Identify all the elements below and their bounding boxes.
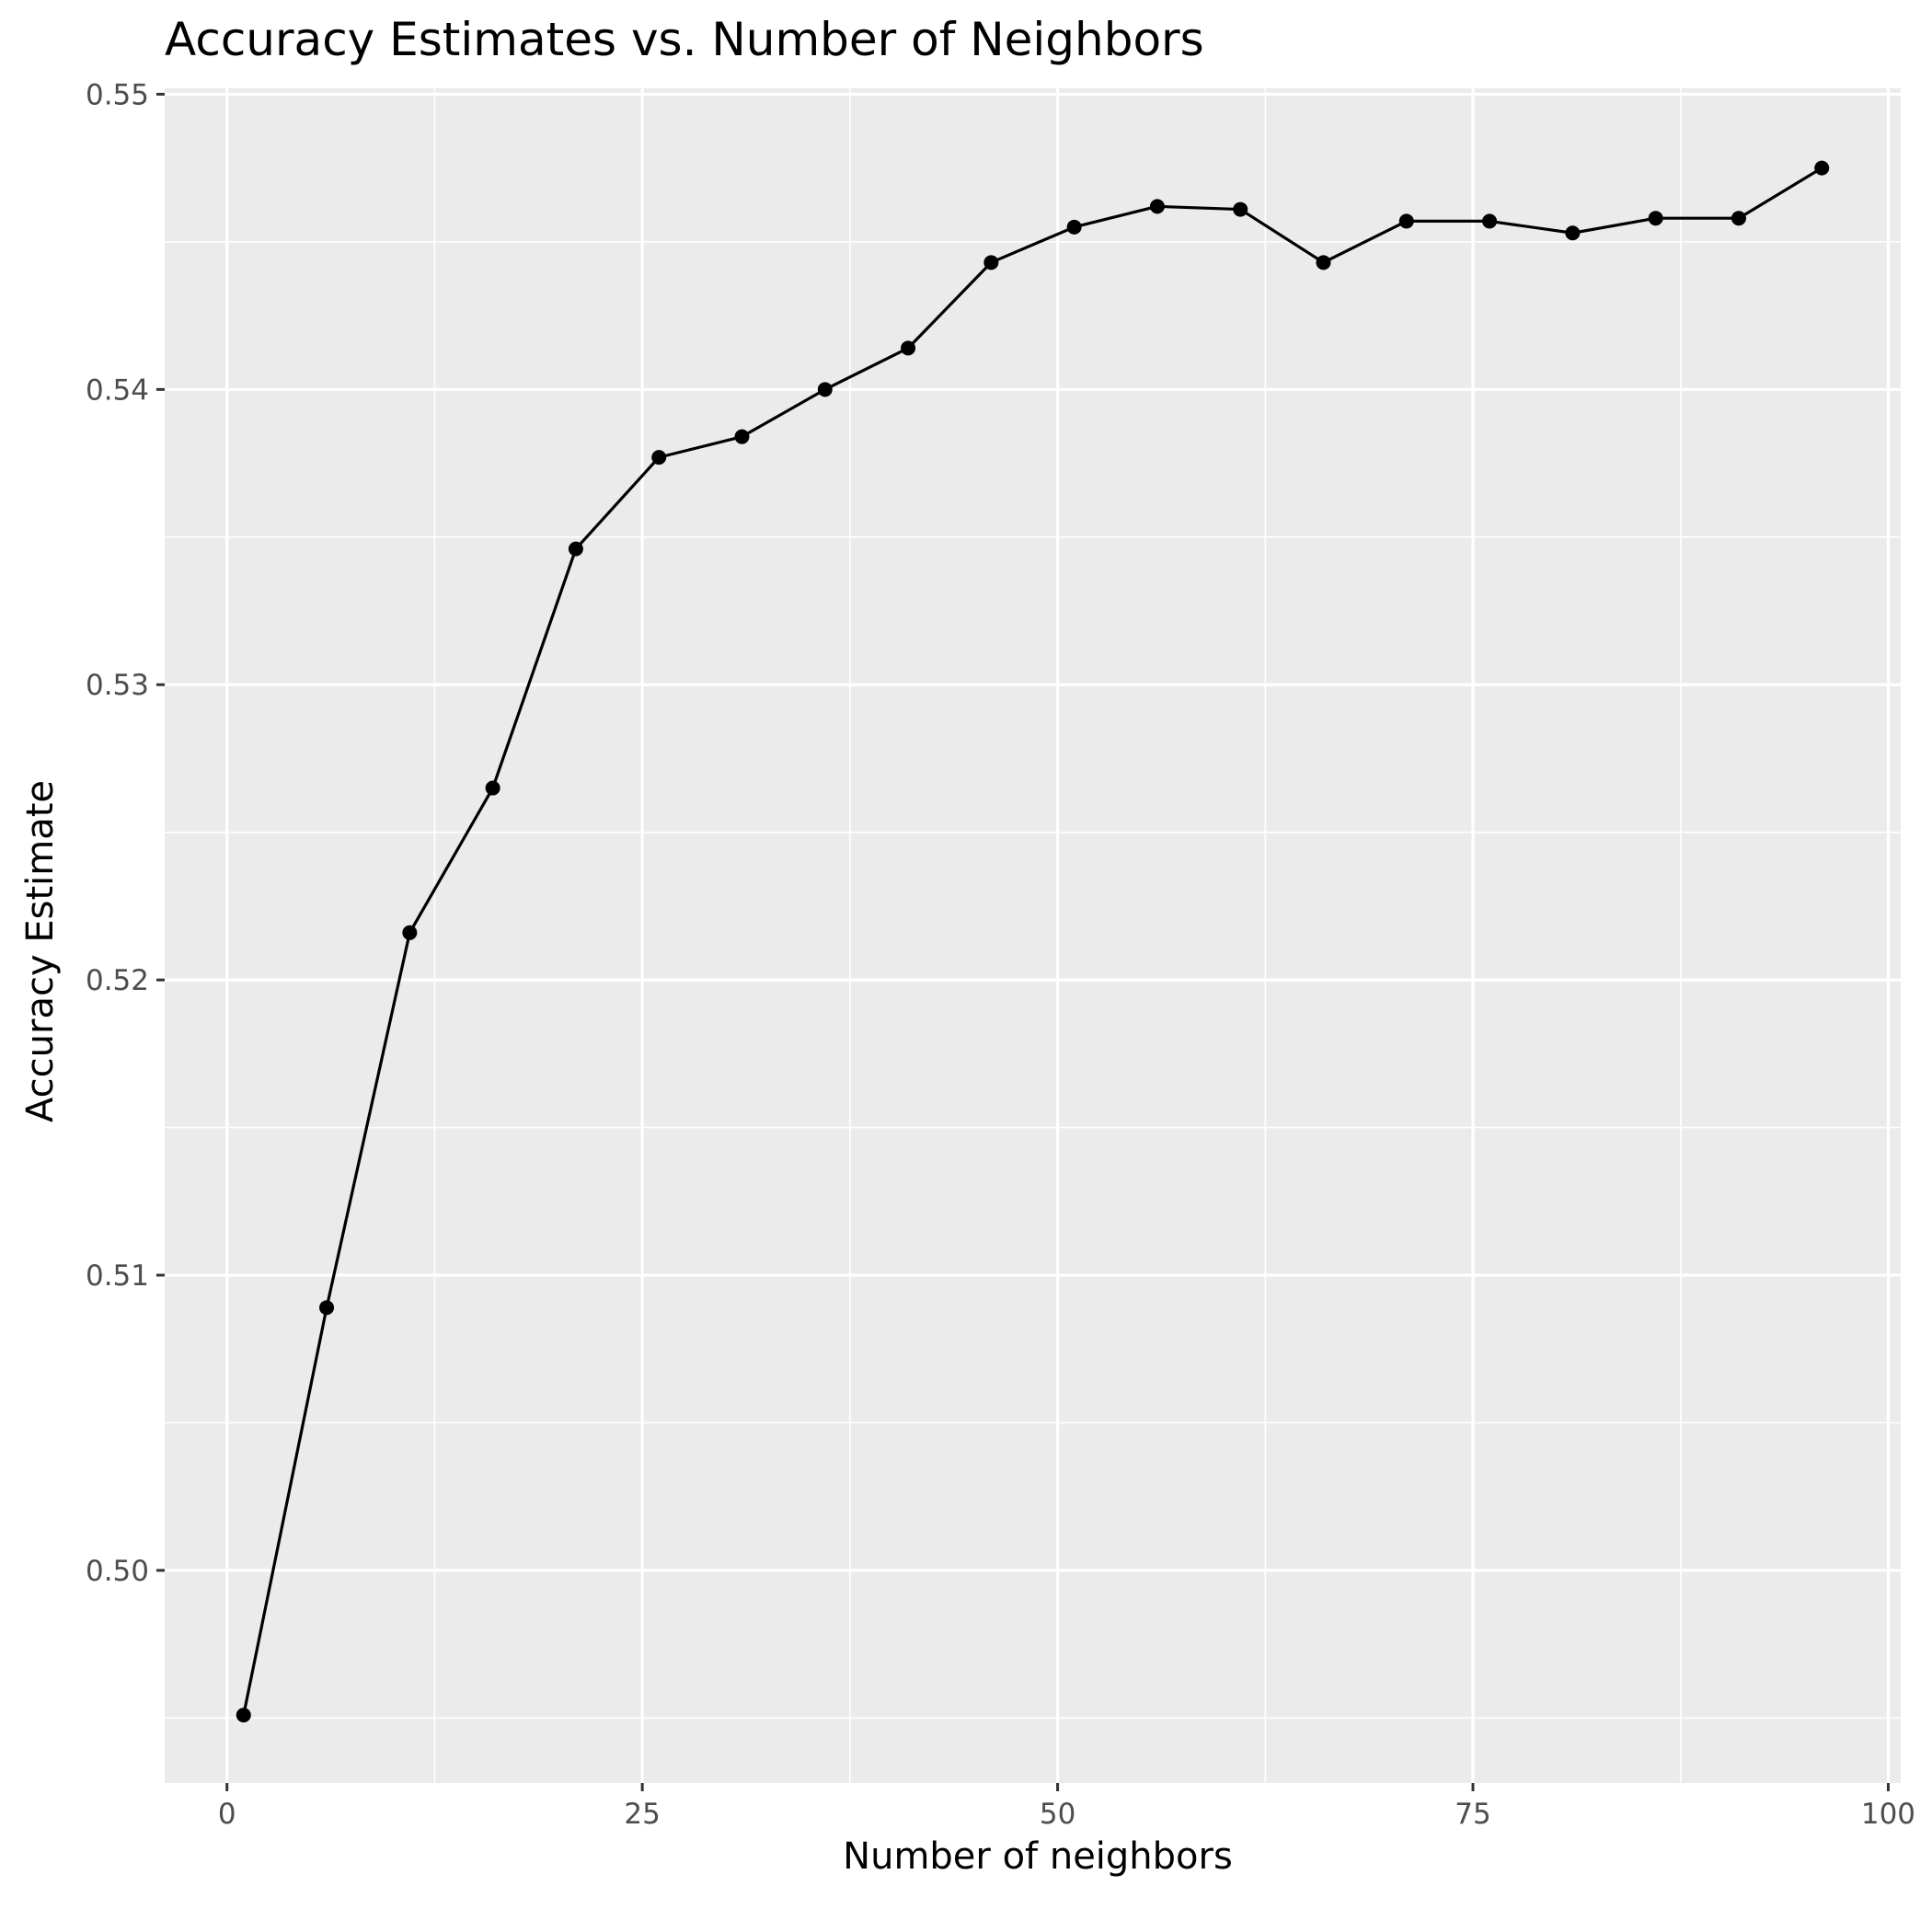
data-point [1648, 211, 1663, 226]
x-tick-label: 25 [624, 1798, 660, 1831]
series-lines [242, 167, 1823, 1716]
data-point [651, 450, 667, 466]
x-axis-tick-labels: 0 25 50 75 100 [218, 1798, 1915, 1831]
x-axis-title: Number of neighbors [843, 1835, 1233, 1878]
y-axis-title: Accuracy Estimate [19, 780, 62, 1122]
axis-tick-marks [156, 92, 1890, 1791]
data-point [1149, 199, 1165, 214]
x-tick-label: 50 [1040, 1798, 1075, 1831]
chart-title: Accuracy Estimates vs. Number of Neighbo… [165, 13, 1204, 66]
minor-gridlines [165, 88, 1901, 1783]
data-point [236, 1708, 251, 1723]
data-point [901, 340, 916, 356]
y-tick-label: 0.53 [86, 669, 149, 702]
data-point [1565, 225, 1581, 241]
y-tick-label: 0.52 [86, 964, 149, 997]
data-point [568, 541, 583, 557]
y-tick-label: 0.50 [86, 1555, 149, 1588]
x-tick-label: 100 [1861, 1798, 1915, 1831]
major-gridlines [165, 88, 1901, 1783]
data-point [734, 429, 750, 444]
x-tick-label: 0 [218, 1798, 236, 1831]
data-point [485, 780, 500, 796]
y-tick-label: 0.51 [86, 1259, 149, 1293]
data-point [983, 255, 999, 270]
data-point [1398, 213, 1414, 229]
y-tick-label: 0.55 [86, 78, 149, 111]
data-point [817, 382, 833, 397]
y-axis-tick-labels: 0.50 0.51 0.52 0.53 0.54 0.55 [86, 78, 149, 1588]
data-point [1233, 201, 1248, 217]
data-point [1482, 213, 1498, 229]
data-point [1814, 160, 1830, 176]
data-point [1731, 211, 1746, 226]
plot-panel [165, 88, 1901, 1783]
series-points [236, 160, 1830, 1723]
y-tick-label: 0.54 [86, 374, 149, 407]
data-point [319, 1300, 335, 1316]
series-line [242, 167, 1823, 1716]
data-point [1316, 255, 1331, 270]
x-tick-label: 75 [1455, 1798, 1490, 1831]
data-point [1066, 219, 1082, 235]
data-point [402, 925, 418, 940]
